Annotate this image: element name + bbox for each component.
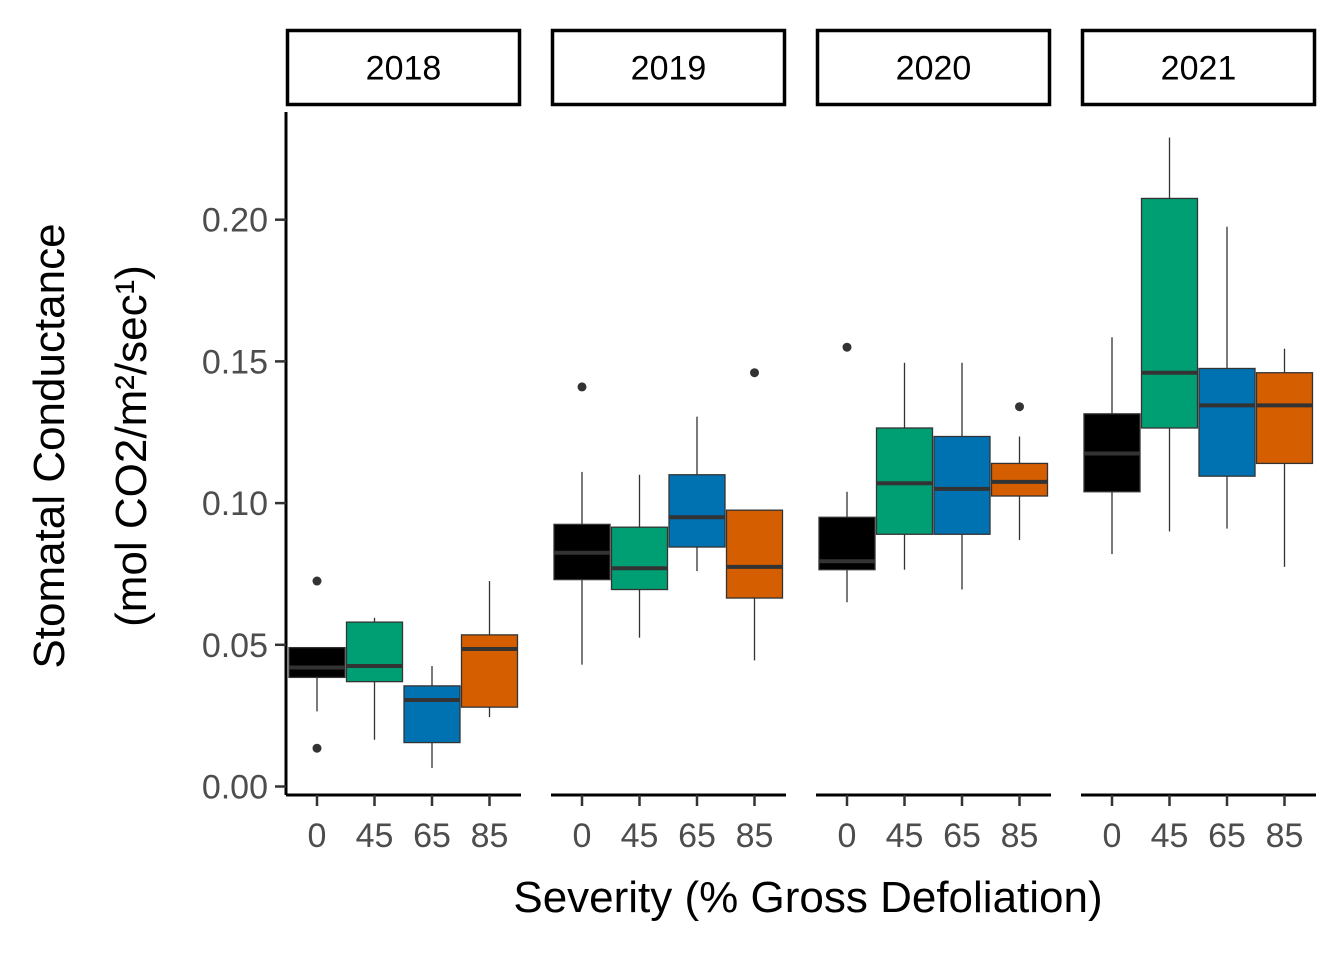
x-tick-label: 45 [886,817,924,855]
x-tick-label: 85 [1266,817,1304,855]
y-tick-label: 0.15 [202,343,268,381]
panel-strip-label: 2019 [631,50,707,88]
x-tick-label: 85 [736,817,774,855]
x-tick-label: 0 [573,817,592,855]
panels-layer: 2018 0 45 65 85 2019 0 45 65 85 2020 0 45 65 85 2021 0 45… [285,28,1317,855]
box-body [403,685,461,744]
outlier-point [842,342,852,352]
box-body [460,634,519,708]
y-tick-label: 0.20 [202,202,268,240]
panel-strip [285,28,522,107]
box-body [1140,197,1199,429]
outlier-point [312,576,322,586]
box-2021-0: 0 [1083,337,1141,855]
panel-strip-label: 2018 [366,50,442,88]
x-tick-label: 85 [471,817,509,855]
x-tick-label: 65 [1208,817,1246,855]
panel-2020: 2020 0 45 65 85 [815,28,1052,855]
box-body [345,621,404,683]
box-2019-0: 0 [553,382,611,855]
box-2018-65: 65 [403,666,461,855]
box-body [933,435,991,535]
x-tick-label: 0 [838,817,857,855]
x-tick-label: 45 [356,817,394,855]
y-axis-title-line1: Stomatal Conductance [25,223,74,668]
outlier-point [750,368,759,378]
box-body [668,474,726,548]
box-2019-65: 65 [668,416,726,855]
box-2018-0: 0 [288,576,346,855]
y-tick-label: 0.00 [202,768,268,806]
outlier-point [1015,402,1024,412]
box-body [875,427,934,535]
y-tick-label: 0.10 [202,485,268,523]
x-tick-label: 0 [308,817,327,855]
panel-2019: 2019 0 45 65 85 [550,28,787,855]
x-tick-label: 85 [1001,817,1039,855]
box-2018-45: 45 [345,617,404,855]
box-body [725,509,784,599]
x-tick-label: 0 [1103,817,1122,855]
panel-strip [550,28,787,107]
box-2021-45: 45 [1140,137,1199,855]
panel-2018: 2018 0 45 65 85 [285,28,522,855]
outlier-point [577,382,587,392]
box-2021-85: 85 [1255,348,1314,855]
y-tick-label: 0.05 [202,627,268,665]
box-2019-85: 85 [725,368,784,855]
box-body [990,462,1049,497]
box-body [1198,367,1256,477]
y-axis-title-line2: (mol CO2/m²/sec¹) [107,265,156,627]
box-body [610,526,669,591]
y-axis: 0.00 0.05 0.10 0.15 0.20 [202,112,288,806]
box-body [288,646,346,679]
box-2018-85: 85 [460,581,519,855]
x-tick-label: 65 [678,817,716,855]
box-2019-45: 45 [610,474,669,855]
box-2020-0: 0 [818,342,876,855]
box-body [1255,372,1314,465]
box-2020-85: 85 [990,402,1049,855]
panel-strip [815,28,1052,107]
y-axis-title: Stomatal Conductance (mol CO2/m²/sec¹) [25,223,156,668]
panel-strip-label: 2021 [1161,50,1237,88]
x-tick-label: 45 [1151,817,1189,855]
box-2020-65: 65 [933,362,991,855]
x-axis-title: Severity (% Gross Defoliation) [513,873,1102,922]
panel-2021: 2021 0 45 65 85 [1080,28,1317,855]
x-tick-label: 65 [943,817,981,855]
box-2021-65: 65 [1198,226,1256,855]
panel-strip [1080,28,1317,107]
x-tick-label: 45 [621,817,659,855]
box-2020-45: 45 [875,362,934,855]
panel-strip-label: 2020 [896,50,972,88]
outlier-point [312,743,322,753]
x-tick-label: 65 [413,817,451,855]
